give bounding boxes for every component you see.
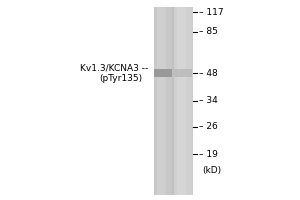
Bar: [174, 69, 192, 77]
Bar: [154, 69, 172, 77]
Text: – 85: – 85: [199, 27, 218, 36]
Bar: [177, 7, 186, 195]
Bar: [154, 7, 172, 195]
Bar: [158, 7, 166, 195]
Bar: [172, 7, 174, 195]
Bar: [154, 7, 193, 195]
Text: – 48: – 48: [199, 69, 218, 78]
Text: (pTyr135): (pTyr135): [99, 74, 142, 83]
Bar: [174, 7, 192, 195]
Text: – 19: – 19: [199, 150, 218, 159]
Text: Kv1.3/KCNA3 --: Kv1.3/KCNA3 --: [80, 64, 148, 73]
Text: – 34: – 34: [199, 96, 218, 105]
Text: – 26: – 26: [199, 122, 218, 131]
Text: – 117: – 117: [199, 8, 224, 17]
Text: (kD): (kD): [202, 166, 221, 176]
